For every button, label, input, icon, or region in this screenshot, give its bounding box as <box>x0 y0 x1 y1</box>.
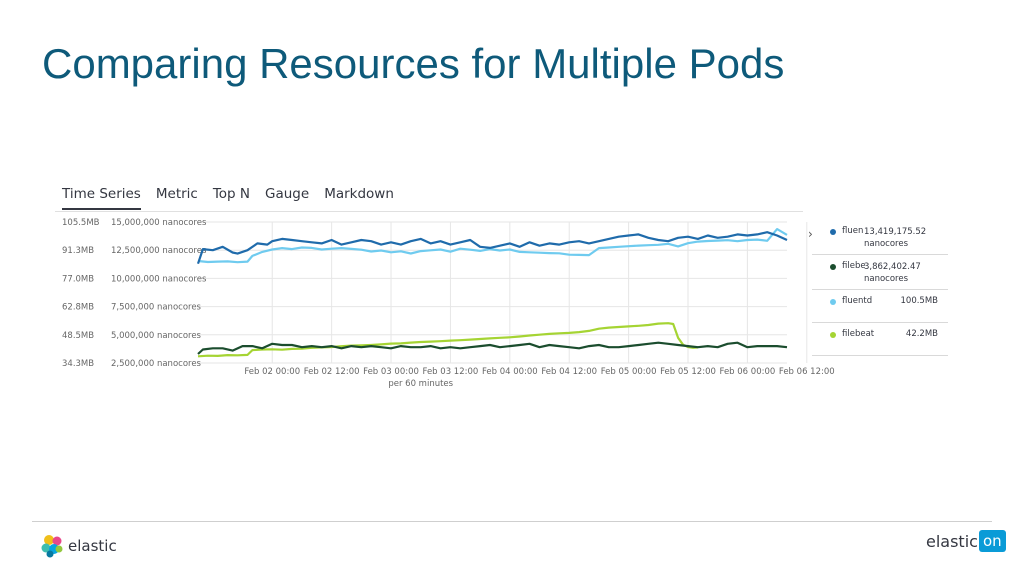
legend-value: 3,862,402.47 nanocores <box>864 261 921 285</box>
tab-top-n[interactable]: Top N <box>212 186 251 202</box>
y-right-tick-label: 15,000,000 nanocores <box>111 218 207 228</box>
elasticon-logo: elastic on <box>926 530 1006 552</box>
y-left-tick-label: 34.3MB <box>62 359 94 369</box>
footer-divider <box>32 521 992 522</box>
x-axis-label: per 60 minutes <box>388 379 453 389</box>
slide-title: Comparing Resources for Multiple Pods <box>42 40 785 87</box>
legend-item-fluentd-cpu[interactable]: fluen 13,419,175.52 nanocores <box>812 220 948 255</box>
legend-swatch <box>830 299 836 305</box>
x-tick-label: Feb 04 00:00 <box>482 367 538 377</box>
legend-toggle-chevron-icon[interactable]: › <box>808 227 813 241</box>
legend-unit: nanocores <box>864 274 909 284</box>
y-right-tick-label: 10,000,000 nanocores <box>111 274 207 284</box>
legend-item-fluentd-memory[interactable]: fluentd 100.5MB <box>812 290 948 323</box>
y-right-tick-label: 12,500,000 nanocores <box>111 246 207 256</box>
series-line-filebeat-cpu <box>197 341 788 355</box>
tab-gauge[interactable]: Gauge <box>265 186 310 202</box>
x-tick-label: Feb 05 00:00 <box>601 367 657 377</box>
series-line-filebeat-memory <box>197 322 698 358</box>
y-right-tick-label: 2,500,000 nanocores <box>111 359 202 369</box>
y-right-tick-label: 7,500,000 nanocores <box>111 303 202 313</box>
legend-value: 13,419,175.52 nanocores <box>864 226 926 250</box>
x-tick-label: Feb 04 12:00 <box>541 367 597 377</box>
y-right-tick-label: 5,000,000 nanocores <box>111 331 202 341</box>
legend-swatch <box>830 264 836 270</box>
elasticon-logo-word: elastic <box>926 531 978 551</box>
x-tick-label: Feb 03 12:00 <box>423 367 479 377</box>
legend-value: 100.5MB <box>900 296 939 306</box>
y-left-tick-label: 105.5MB <box>62 218 100 228</box>
legend-swatch <box>830 229 836 235</box>
tab-markdown[interactable]: Markdown <box>324 186 394 202</box>
legend-name: fluen <box>842 226 864 236</box>
legend-number: 13,419,175.52 <box>864 227 927 237</box>
visualization-tabs: Time Series Metric Top N Gauge Markdown <box>62 186 409 210</box>
x-tick-label: Feb 02 12:00 <box>304 367 360 377</box>
legend-name: filebeat <box>842 329 875 339</box>
elastic-logo-icon <box>41 535 63 558</box>
x-tick-label: Feb 06 00:00 <box>720 367 776 377</box>
x-tick-label: Feb 02 00:00 <box>244 367 300 377</box>
x-tick-label: Feb 03 00:00 <box>363 367 419 377</box>
x-tick-label: Feb 06 12:00 <box>779 367 835 377</box>
tab-metric[interactable]: Metric <box>155 186 198 202</box>
legend-swatch <box>830 332 836 338</box>
x-tick-label: Feb 05 12:00 <box>660 367 716 377</box>
legend-value: 42.2MB <box>905 329 938 339</box>
legend-item-filebeat-cpu[interactable]: filebe 3,862,402.47 nanocores <box>812 255 948 290</box>
legend-name: filebe <box>842 261 866 271</box>
legend-number: 3,862,402.47 <box>864 262 921 272</box>
elastic-logo: elastic <box>40 534 117 558</box>
legend-item-filebeat-memory[interactable]: filebeat 42.2MB <box>812 323 948 356</box>
tab-time-series[interactable]: Time Series <box>62 186 141 210</box>
elasticon-logo-badge: on <box>978 530 1006 552</box>
legend-name: fluentd <box>842 296 873 306</box>
tabs-divider <box>55 211 803 212</box>
legend-unit: nanocores <box>864 239 909 249</box>
series-line-fluentd-cpu <box>196 231 788 265</box>
y-left-tick-label: 91.3MB <box>62 246 94 256</box>
y-left-tick-label: 77.0MB <box>62 274 94 284</box>
y-left-tick-label: 62.8MB <box>62 303 94 313</box>
legend: › fluen 13,419,175.52 nanocores filebe 3,… <box>808 220 948 356</box>
series-line-fluentd-memory <box>197 228 788 264</box>
elastic-logo-text: elastic <box>68 537 117 555</box>
y-left-tick-label: 48.5MB <box>62 331 94 341</box>
